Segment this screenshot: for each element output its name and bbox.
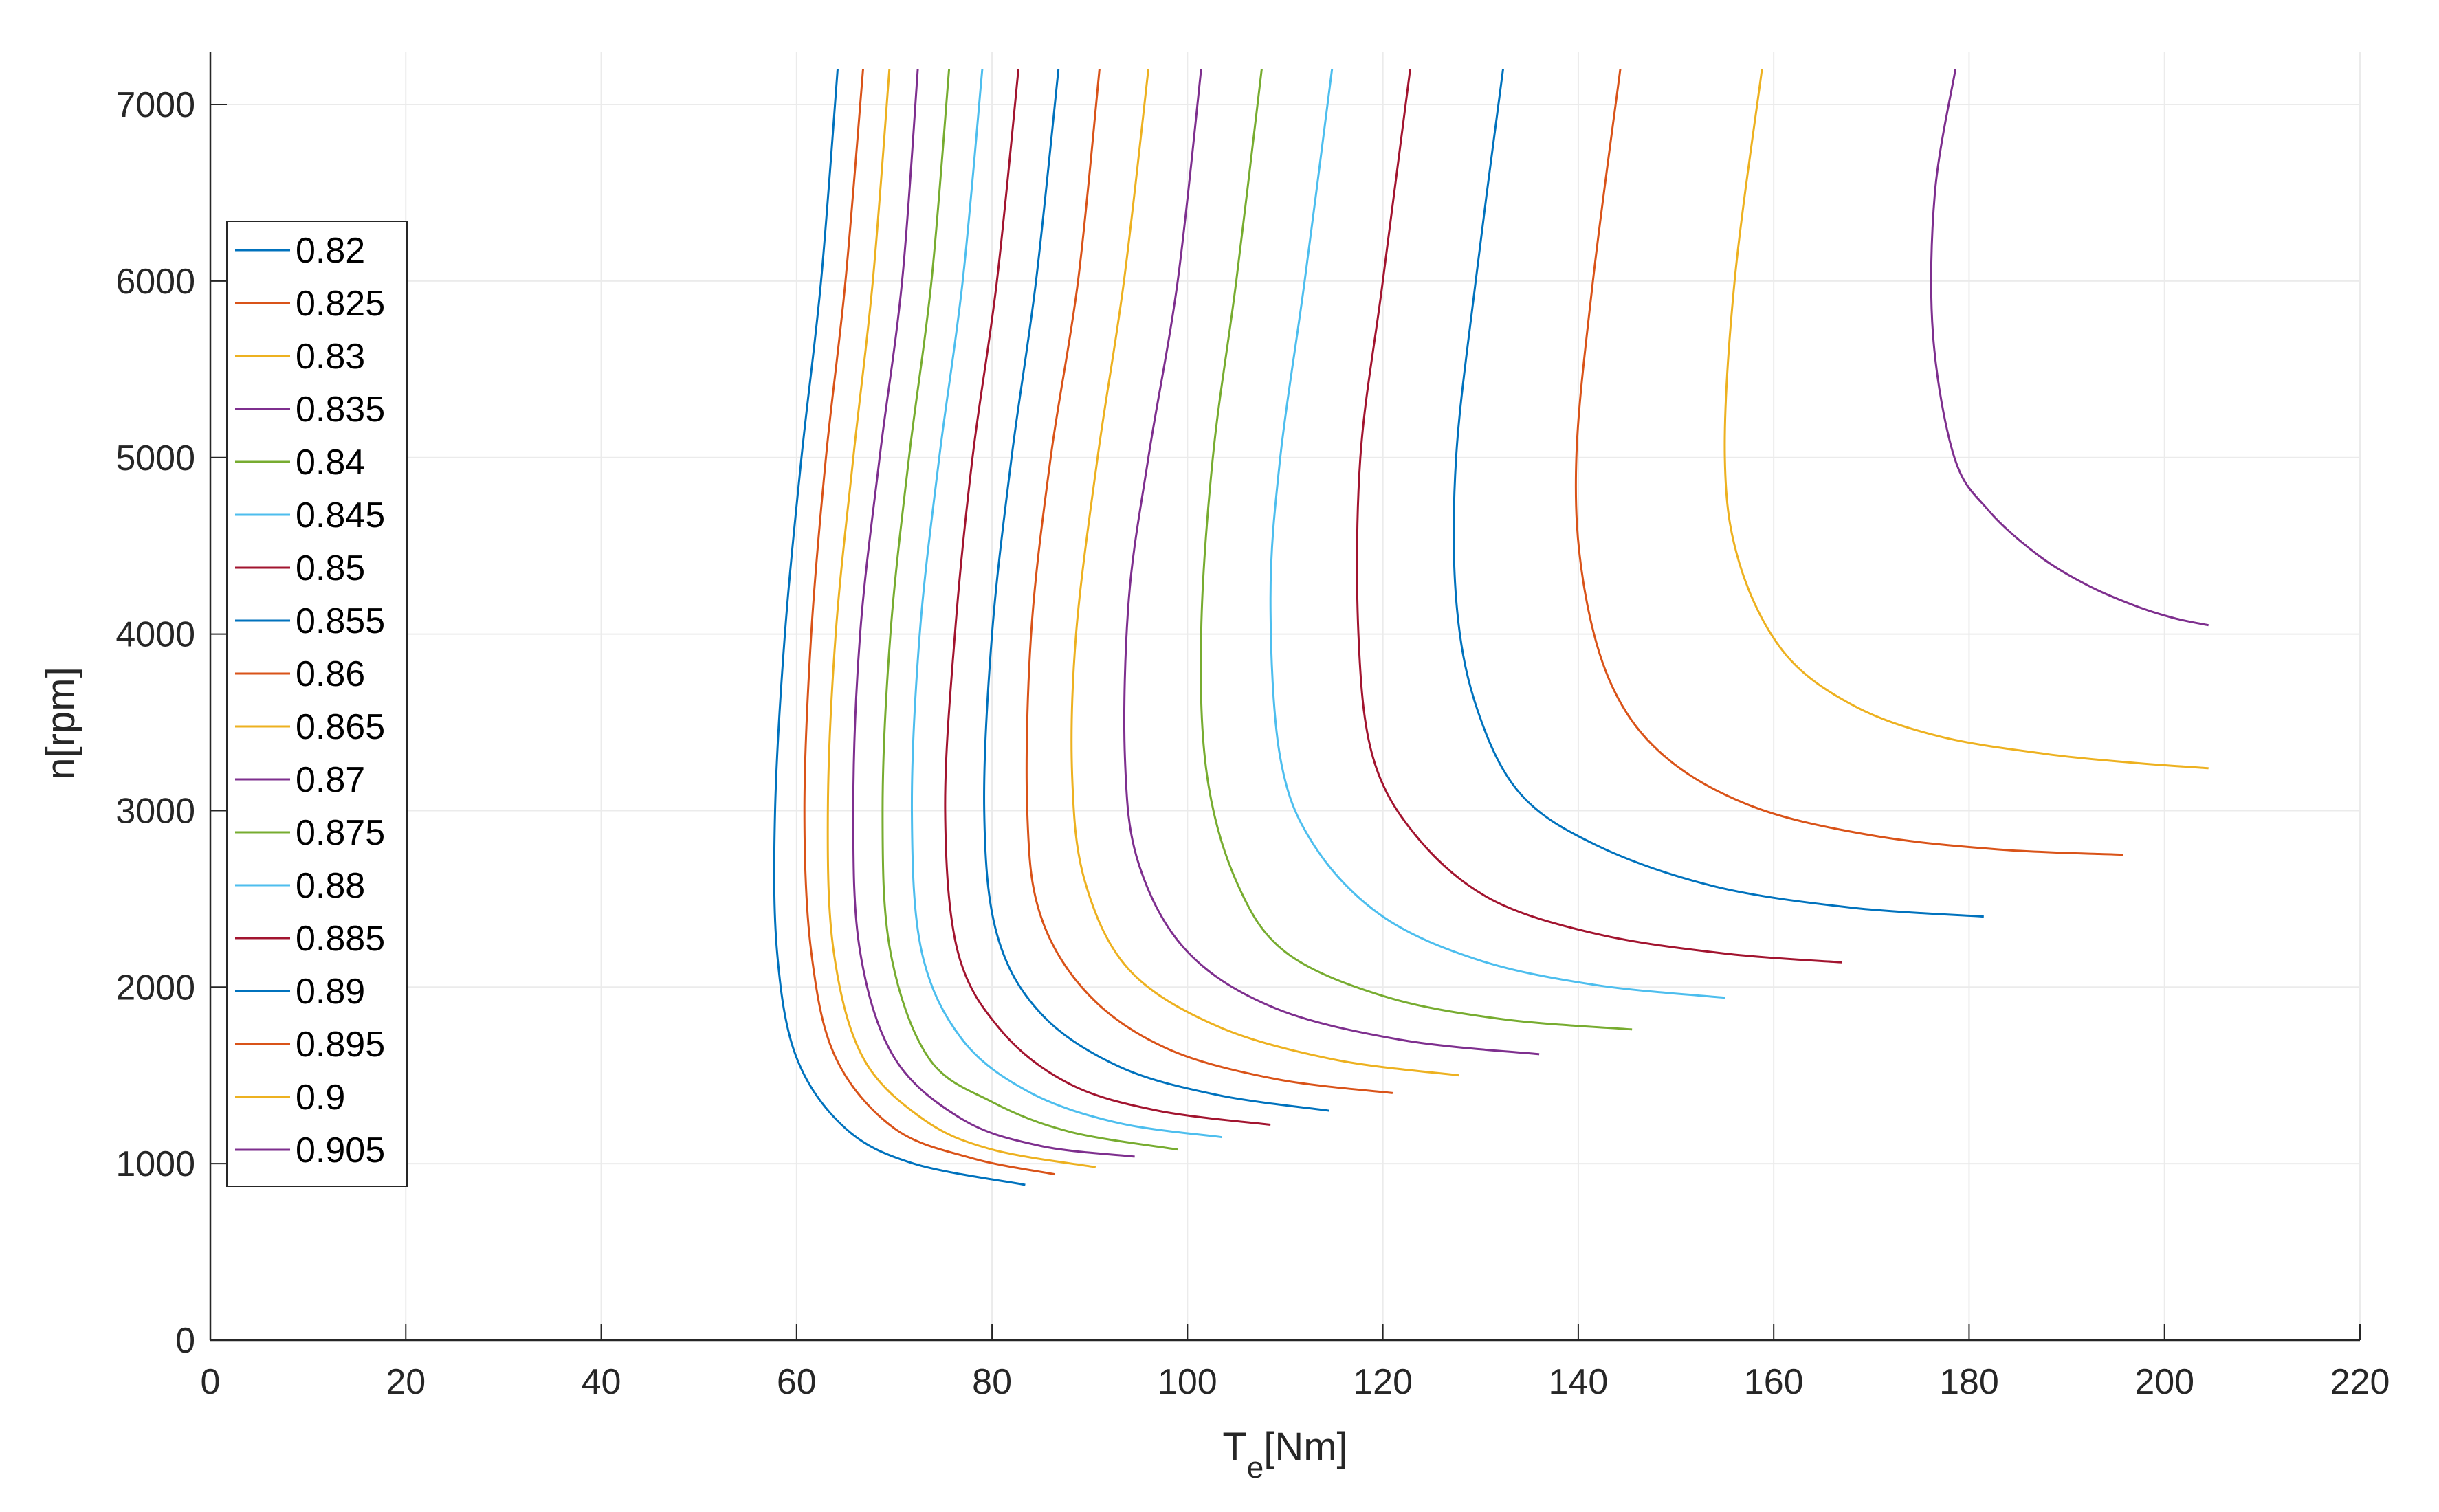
series-line-0.905 bbox=[1930, 69, 2209, 627]
legend-label: 0.83 bbox=[296, 337, 365, 377]
series-line-0.82 bbox=[773, 69, 1026, 1186]
legend-label: 0.905 bbox=[296, 1131, 385, 1170]
legend-label: 0.87 bbox=[296, 760, 365, 800]
legend-label: 0.82 bbox=[296, 231, 365, 271]
y-tick-label: 5000 bbox=[115, 438, 195, 478]
x-tick-label: 100 bbox=[1158, 1362, 1217, 1402]
x-axis-label: Te[Nm] bbox=[1222, 1425, 1347, 1485]
x-axis-label-main: T bbox=[1222, 1425, 1246, 1469]
series-line-0.87 bbox=[1123, 69, 1540, 1056]
legend-label: 0.85 bbox=[296, 548, 365, 588]
series-line-0.825 bbox=[803, 69, 1055, 1176]
x-tick-label: 220 bbox=[2330, 1362, 2390, 1402]
legend-label: 0.845 bbox=[296, 496, 385, 535]
x-tick-label: 0 bbox=[201, 1362, 221, 1402]
series-line-0.9 bbox=[1723, 69, 2209, 770]
ticks: 0 20 40 60 80 100 120 140 160 180 200 220 0 1000 2000 3… bbox=[115, 85, 2390, 1402]
series-line-0.845 bbox=[910, 69, 1222, 1139]
series-line-0.895 bbox=[1574, 69, 2124, 856]
x-tick-label: 80 bbox=[972, 1362, 1012, 1402]
series-layer bbox=[773, 69, 2209, 1186]
series-line-0.88 bbox=[1269, 69, 1725, 999]
legend-label: 0.895 bbox=[296, 1025, 385, 1065]
legend-box bbox=[226, 221, 408, 1187]
series-line-0.875 bbox=[1200, 69, 1633, 1031]
y-tick-label: 6000 bbox=[115, 262, 195, 302]
x-tick-label: 140 bbox=[1549, 1362, 1609, 1402]
y-tick-label: 7000 bbox=[115, 85, 195, 125]
legend: 0.82 0.825 0.83 0.835 0.84 0.845 0.85 0.855 0.86… bbox=[226, 221, 408, 1187]
legend-label: 0.88 bbox=[296, 866, 365, 906]
series-line-0.835 bbox=[852, 69, 1135, 1158]
series-line-0.84 bbox=[881, 69, 1178, 1151]
series-line-0.865 bbox=[1070, 69, 1459, 1077]
y-tick-label: 3000 bbox=[115, 791, 195, 831]
series-line-0.85 bbox=[944, 69, 1271, 1126]
y-tick-label: 0 bbox=[175, 1321, 195, 1361]
axes bbox=[209, 52, 2360, 1342]
series-line-0.83 bbox=[826, 69, 1096, 1168]
x-tick-label: 20 bbox=[386, 1362, 426, 1402]
x-tick-label: 200 bbox=[2134, 1362, 2194, 1402]
x-axis-label-rest: [Nm] bbox=[1263, 1425, 1347, 1469]
legend-label: 0.835 bbox=[296, 390, 385, 430]
legend-label: 0.865 bbox=[296, 707, 385, 747]
grid bbox=[210, 52, 2361, 1341]
x-tick-label: 120 bbox=[1353, 1362, 1413, 1402]
series-line-0.86 bbox=[1025, 69, 1393, 1094]
x-axis-label-sub: e bbox=[1247, 1451, 1263, 1485]
legend-label: 0.855 bbox=[296, 601, 385, 641]
series-line-0.885 bbox=[1356, 69, 1842, 964]
legend-label: 0.885 bbox=[296, 919, 385, 959]
series-line-0.89 bbox=[1453, 69, 1984, 918]
x-tick-label: 160 bbox=[1744, 1362, 1804, 1402]
legend-label: 0.825 bbox=[296, 284, 385, 324]
x-tick-label: 60 bbox=[777, 1362, 817, 1402]
x-tick-label: 180 bbox=[1939, 1362, 1999, 1402]
y-tick-label: 4000 bbox=[115, 615, 195, 655]
legend-label: 0.84 bbox=[296, 443, 365, 482]
legend-label: 0.86 bbox=[296, 654, 365, 694]
legend-label: 0.9 bbox=[296, 1078, 345, 1118]
x-tick-label: 40 bbox=[582, 1362, 621, 1402]
y-axis-label: n[rpm] bbox=[38, 667, 83, 779]
y-tick-label: 1000 bbox=[115, 1144, 195, 1184]
legend-label: 0.89 bbox=[296, 972, 365, 1012]
legend-label: 0.875 bbox=[296, 813, 385, 853]
series-line-0.855 bbox=[983, 69, 1329, 1112]
y-tick-label: 2000 bbox=[115, 968, 195, 1008]
